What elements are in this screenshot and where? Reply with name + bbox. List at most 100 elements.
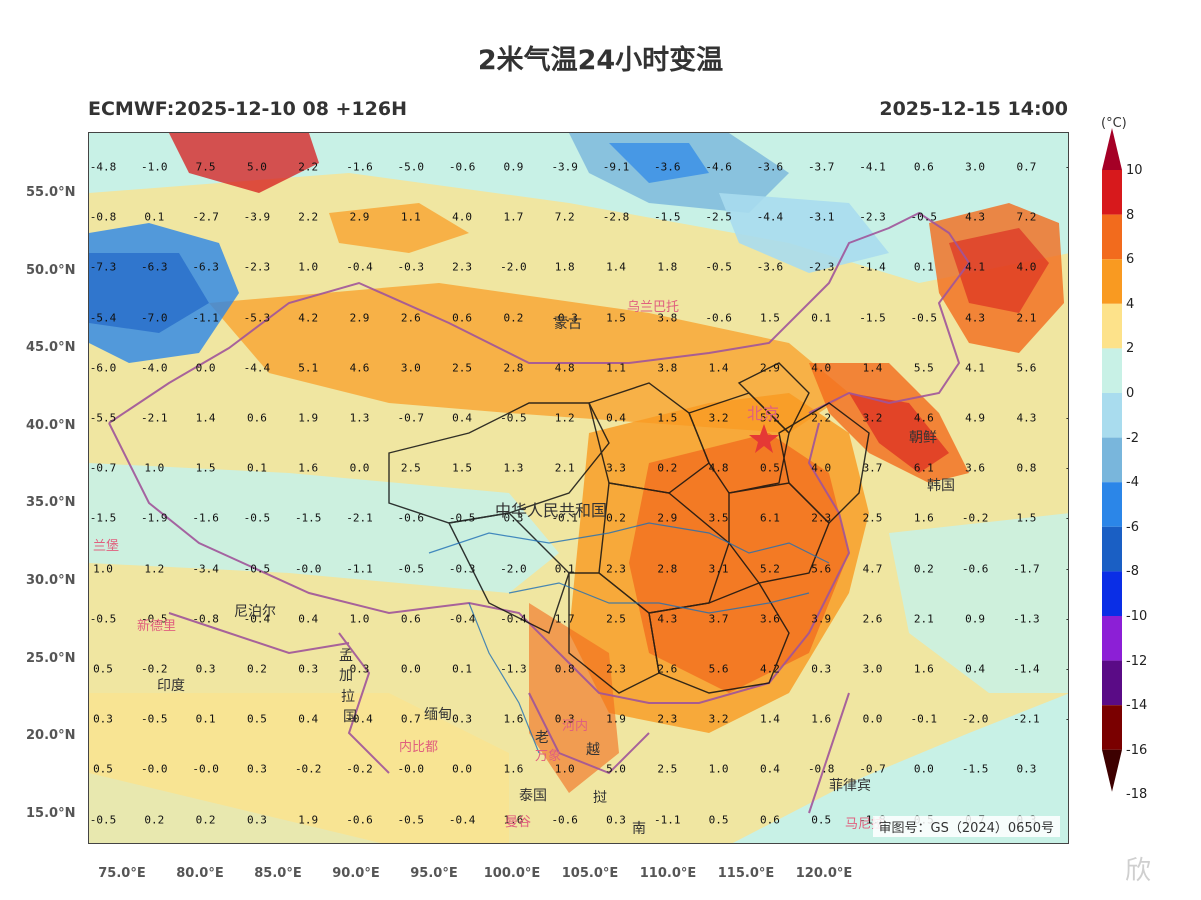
grid-value: -0.0 [141,762,168,776]
grid-value: -0.6 [397,511,425,525]
place-label-bangladesh-4: 国 [343,709,357,725]
grid-value: 1.6 [1068,763,1069,776]
grid-value: -2.3 [807,260,835,274]
grid-value: -0.5 [705,260,732,274]
grid-value: 1.5 [759,311,780,325]
grid-value: 0.5 [708,813,729,827]
grid-value: 2.1 [913,612,934,626]
grid-value: 2.9 [759,361,780,375]
longitude-tick-label: 90.0°E [332,866,380,881]
latitude-tick-label: 35.0°N [26,495,76,511]
model-run-label: ECMWF:2025-12-10 08 +126H [88,98,408,120]
grid-value: 1.0 [349,612,370,626]
grid-value: 0.6 [246,411,267,425]
grid-value: -1.5 [1064,562,1068,575]
grid-value: 3.0 [862,662,883,676]
grid-value: 1.0 [708,762,729,776]
colorbar-tick-label: 10 [1126,163,1143,178]
grid-value: 0.3 [606,813,626,827]
grid-value: 3.6 [759,612,780,626]
colorbar-tick-label: 0 [1126,386,1135,401]
grid-value: -0.8 [89,210,117,224]
colorbar-tick-label: 8 [1126,207,1135,223]
grid-value: 1.0 [1068,261,1069,274]
grid-value: -1.6 [346,160,373,174]
grid-value: 0.6 [400,612,421,626]
grid-value: 0.5 [811,813,832,827]
grid-value: 0.2 [246,662,267,676]
grid-value: 3.9 [1068,211,1069,224]
colorbar-tick-label: -2 [1126,430,1139,446]
grid-value: -6.3 [192,260,219,274]
grid-value: -2.3 [243,260,271,274]
grid-value: -0.4 [500,612,527,626]
grid-value: 2.2 [811,411,832,425]
grid-value: -0.4 [243,612,271,626]
grid-value: -0.2 [961,511,989,525]
grid-value: 0.6 [913,160,934,174]
colorbar-top-arrow [1102,128,1122,170]
grid-value: 1.4 [195,411,216,425]
grid-value: -0.5 [397,562,425,576]
grid-value: 2.2 [298,210,319,224]
grid-value: 5.6 [1016,361,1037,375]
grid-value: 1.1 [606,361,626,375]
grid-value: -0.3 [1064,462,1068,475]
grid-value: -0.8 [192,612,219,626]
grid-value: 2.1 [554,461,575,475]
grid-value: -0.7 [859,762,886,776]
grid-value: 7.2 [554,210,575,224]
grid-value: -3.9 [243,210,271,224]
grid-value: -7.0 [141,311,168,325]
grid-value: -3.6 [654,160,681,174]
grid-value: 0.0 [195,361,216,375]
grid-value: 5.0 [246,160,267,174]
grid-value: -2.1 [1013,712,1040,726]
place-label-lanzhou-edge: 兰堡 [93,539,120,554]
grid-value: -0.5 [89,813,117,827]
grid-value: 0.8 [1016,461,1037,475]
grid-value: 1.4 [759,712,780,726]
grid-value: -0.7 [397,411,425,425]
grid-value: -1.4 [859,260,886,274]
grid-value: -0.5 [243,562,271,576]
temperature-change-map[interactable]: -4.8 -1.0 7.5 5.0 2.2 -1.6 -5.0 -0.6 0.9 -3.9 -9.1… [88,132,1069,844]
colorbar-tick-label: -12 [1126,653,1148,669]
grid-value: 4.8 [708,461,729,475]
colorbar-tick-label: 4 [1126,296,1135,312]
longitude-tick-label: 80.0°E [176,866,224,881]
grid-value: -1.5 [859,311,886,325]
grid-value: -0.5 [1064,512,1068,525]
grid-value: 2.8 [503,361,524,375]
grid-value: -0.4 [448,612,476,626]
latitude-tick-label: 20.0°N [26,728,76,744]
colorbar-tick-label: -6 [1126,519,1139,535]
grid-value: -0.1 [910,712,938,726]
grid-value: -0.6 [1064,412,1068,425]
grid-value: 0.1 [195,712,216,726]
grid-value: -1.5 [961,762,989,776]
colorbar-segment [1102,393,1122,438]
grid-value: 4.3 [657,612,678,626]
grid-value: 0.3 [503,511,524,525]
map-license-label: 审图号：GS（2024）0650号 [872,816,1060,837]
grid-value: 1.5 [452,461,473,475]
grid-value: 3.0 [400,361,421,375]
grid-value: 3.2 [708,712,729,726]
colorbar-tick-label: -14 [1126,698,1148,714]
grid-value: -3.7 [807,160,835,174]
grid-value: 1.6 [503,762,524,776]
grid-value: -2.4 [1064,713,1068,726]
grid-value: -1.5 [294,511,322,525]
colorbar-tick-label: -18 [1126,787,1148,803]
grid-value: -1.1 [654,813,681,827]
grid-value: -1.9 [141,511,168,525]
grid-value: 3.0 [965,160,986,174]
grid-value: 0.5 [759,461,780,475]
grid-value: -2.1 [141,411,168,425]
grid-value: -7.3 [89,260,117,274]
grid-value: -0.6 [448,160,476,174]
grid-value: -4.4 [243,361,271,375]
grid-value: 4.3 [1016,411,1037,425]
grid-value: -0.5 [910,311,938,325]
